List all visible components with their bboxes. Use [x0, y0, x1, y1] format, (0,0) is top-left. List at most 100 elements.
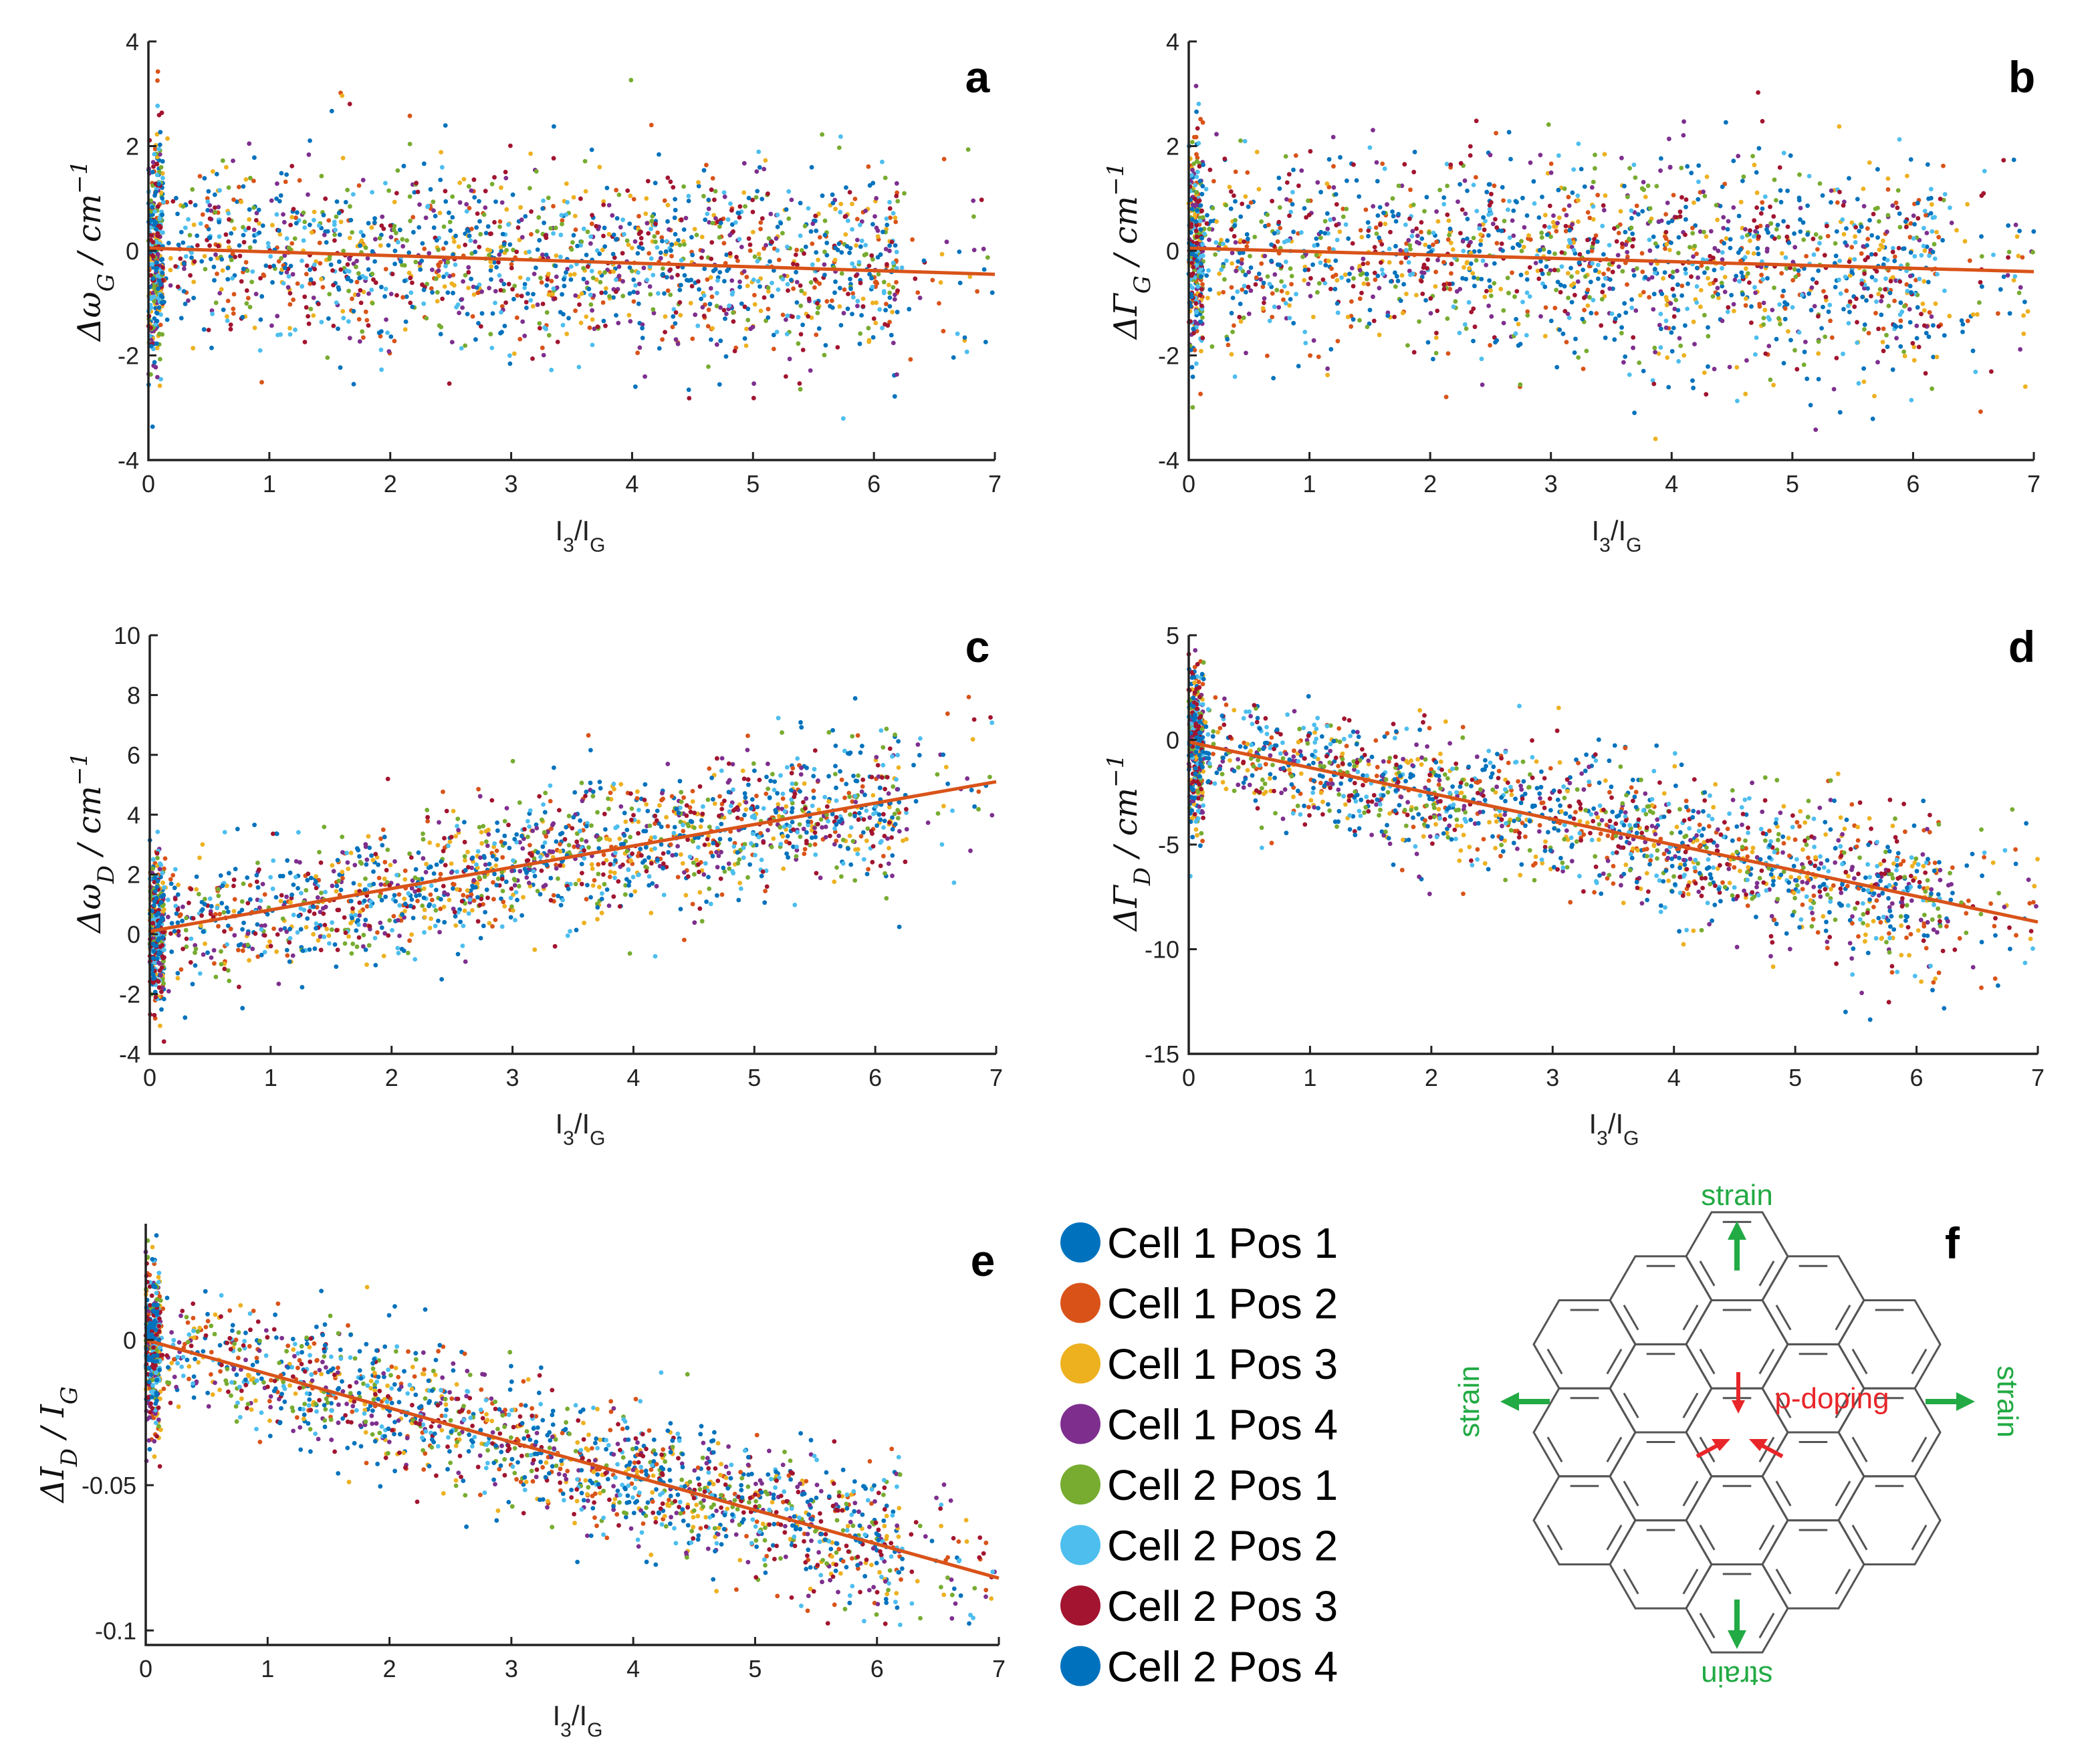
- data-point: [1393, 270, 1397, 275]
- data-point: [1229, 189, 1234, 194]
- data-point: [439, 164, 445, 170]
- data-point: [850, 295, 856, 300]
- data-point: [152, 193, 157, 198]
- data-point: [492, 220, 497, 225]
- data-point: [1721, 215, 1726, 220]
- data-point: [1351, 162, 1356, 167]
- data-point: [881, 853, 886, 859]
- data-point: [1302, 330, 1308, 334]
- y-tick-label: -4: [1158, 447, 1179, 474]
- data-point: [1766, 315, 1771, 320]
- data-point: [1445, 351, 1451, 356]
- data-point: [501, 241, 507, 247]
- data-point: [1829, 188, 1834, 193]
- data-point: [1754, 190, 1760, 195]
- data-point: [1689, 274, 1694, 280]
- data-point: [476, 321, 481, 326]
- data-point: [1474, 209, 1480, 213]
- data-point: [1241, 315, 1246, 320]
- data-point: [1922, 279, 1927, 284]
- data-point: [1235, 289, 1240, 294]
- data-point: [770, 239, 774, 245]
- data-point: [830, 192, 835, 197]
- data-point: [706, 842, 711, 847]
- data-point: [206, 328, 211, 332]
- data-point: [1679, 195, 1684, 200]
- data-point: [645, 221, 650, 226]
- data-point: [1970, 312, 1976, 317]
- data-point: [152, 146, 158, 152]
- data-point: [1244, 232, 1250, 237]
- data-point: [1433, 335, 1439, 340]
- data-point: [1279, 289, 1284, 294]
- data-point: [537, 237, 542, 243]
- data-point: [233, 255, 237, 259]
- data-point: [1980, 284, 1984, 289]
- data-point: [226, 211, 231, 216]
- data-point: [348, 217, 354, 223]
- data-point: [1399, 183, 1405, 189]
- data-point: [1638, 293, 1643, 298]
- data-point: [514, 832, 519, 837]
- data-point: [510, 192, 515, 197]
- data-point: [1224, 258, 1229, 263]
- data-point: [152, 286, 157, 290]
- data-point: [247, 304, 253, 310]
- data-point: [1377, 235, 1382, 240]
- data-point: [465, 227, 470, 233]
- data-point: [528, 151, 533, 156]
- data-point: [1936, 324, 1942, 329]
- data-point: [590, 883, 596, 888]
- data-point: [1274, 288, 1280, 293]
- data-point: [350, 230, 354, 235]
- data-point: [1341, 214, 1346, 219]
- data-point: [754, 169, 760, 174]
- data-point: [255, 954, 261, 959]
- data-point: [1740, 235, 1745, 240]
- data-point: [245, 268, 250, 273]
- data-point: [1588, 280, 1593, 284]
- data-point: [682, 273, 687, 278]
- data-point: [1837, 189, 1842, 195]
- data-point: [279, 171, 284, 176]
- data-point: [850, 799, 855, 804]
- data-point: [502, 833, 507, 839]
- data-point: [862, 792, 867, 798]
- data-point: [850, 261, 855, 266]
- data-point: [1322, 219, 1328, 224]
- data-point: [1189, 217, 1195, 222]
- data-point: [614, 313, 618, 318]
- data-point: [1424, 195, 1429, 200]
- data-point: [1248, 288, 1254, 294]
- data-point: [370, 301, 375, 306]
- data-point: [687, 396, 692, 401]
- data-point: [507, 242, 513, 247]
- data-point: [710, 221, 715, 225]
- data-point: [1653, 266, 1657, 271]
- data-point: [499, 185, 503, 191]
- data-point: [154, 268, 159, 273]
- data-point: [1448, 240, 1453, 245]
- data-point: [175, 892, 181, 897]
- data-point: [1881, 238, 1885, 243]
- data-point: [838, 209, 843, 215]
- data-point: [1492, 261, 1497, 266]
- data-point: [669, 794, 675, 799]
- data-point: [671, 185, 676, 190]
- data-point: [799, 288, 804, 294]
- data-point: [874, 225, 879, 231]
- data-point: [539, 280, 544, 285]
- data-point: [848, 245, 853, 251]
- data-point: [1284, 180, 1290, 185]
- data-point: [1341, 207, 1346, 211]
- data-point: [1566, 195, 1571, 200]
- data-point: [1771, 214, 1776, 219]
- data-point: [1760, 206, 1765, 211]
- data-point: [148, 198, 154, 203]
- data-point: [1659, 156, 1663, 161]
- data-point: [1928, 211, 1934, 216]
- data-point: [366, 221, 371, 226]
- data-point: [489, 346, 495, 350]
- data-point: [546, 333, 552, 338]
- data-point: [1431, 356, 1435, 362]
